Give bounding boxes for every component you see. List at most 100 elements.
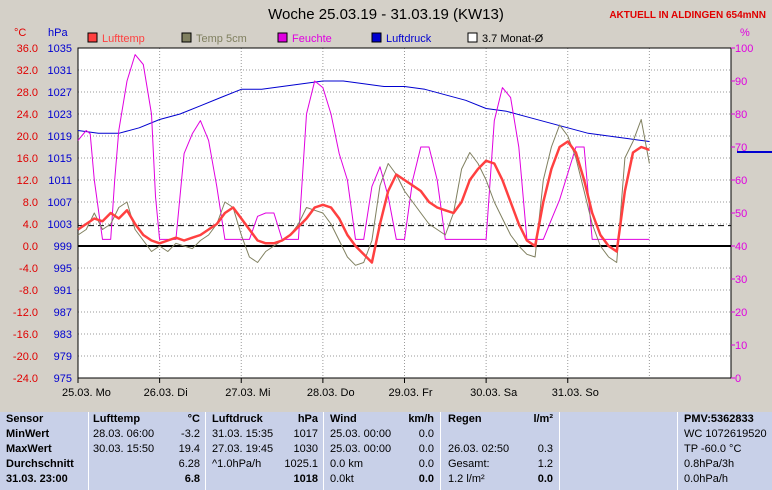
lufttemp-cell: 28.03. 06:00	[93, 428, 155, 440]
stats-row-label: MinWert	[6, 428, 50, 440]
pmv-cell: WC 1072619520	[684, 428, 767, 440]
pressure-unit-label: hPa	[48, 27, 68, 39]
y-tick-label-temp: 16.0	[17, 153, 38, 165]
wind-col: Wind 25.03. 00:00 25.03. 00:00 0.0 km 0.…	[330, 412, 400, 490]
legend-label: 3.7 Monat-Ø	[482, 33, 544, 45]
y-axis-pressure: 1035 1031 1027 1023 1019 1015 1011 1007 1003 999 9…	[48, 43, 72, 385]
lufttemp-col: Lufttemp 28.03. 06:00 30.03. 15:50	[93, 412, 168, 490]
legend-swatch	[371, 32, 382, 43]
y-tick-label-temp: 24.0	[17, 109, 38, 121]
x-tick-label: 25.03. Mo	[62, 387, 111, 399]
y-tick-label-temp: 28.0	[17, 87, 38, 99]
y-tick-label-pressure: 995	[54, 263, 72, 275]
series-luftdruck	[77, 80, 650, 142]
lufttemp-cell	[93, 457, 168, 472]
stats-row-label: MaxWert	[6, 443, 52, 455]
y-tick-label-pressure: 1007	[48, 197, 72, 209]
luftdruck-values: hPa 1017 1030 1025.1 1018	[282, 412, 318, 490]
series-layer	[77, 54, 731, 266]
pmv-cell: 0.0hPa/h	[684, 473, 729, 485]
y-tick-label-humidity: 0	[735, 373, 741, 385]
series-temp-5cm	[77, 119, 650, 266]
luftdruck-value: 1030	[293, 443, 318, 455]
regen-col: Regen 26.03. 02:50 Gesamt: 1.2 l/m²	[448, 412, 528, 490]
y-tick-label-pressure: 991	[54, 285, 72, 297]
regen-value	[520, 427, 553, 442]
humidity-unit-label: %	[740, 27, 750, 39]
y-tick-label-humidity: 30	[735, 274, 747, 286]
y-tick-label-temp: 12.0	[17, 175, 38, 187]
y-tick-label-pressure: 1015	[48, 153, 72, 165]
luftdruck-unit: hPa	[297, 413, 318, 425]
luftdruck-cell: 27.03. 19:45	[212, 443, 274, 455]
x-tick-label: 28.03. Do	[307, 387, 355, 399]
y-tick-label-temp: 20.0	[17, 131, 38, 143]
y-tick-label-temp: 4.0	[23, 219, 38, 231]
y-tick-label-pressure: 999	[54, 241, 72, 253]
y-tick-label-pressure: 975	[54, 373, 72, 385]
stats-row-label: 31.03. 23:00	[6, 473, 68, 485]
x-tick-label: 27.03. Mi	[225, 387, 270, 399]
luftdruck-col: Luftdruck 31.03. 15:35 27.03. 19:45 ^1.0…	[212, 412, 292, 490]
stats-panel: Sensor MinWert MaxWert Durchschnitt 31.0…	[0, 412, 772, 490]
luftdruck-cell: ^1.0hPa/h	[212, 458, 262, 470]
temp-unit-label: °C	[14, 27, 26, 39]
y-tick-label-humidity: 100	[735, 43, 753, 55]
weather-chart: 36.0 32.0 28.0 24.0 20.0 16.0 12.0 8.0 4.0 0.0 -4.…	[12, 27, 772, 399]
location-label: AKTUELL IN ALDINGEN 654mNN	[609, 10, 766, 21]
luftdruck-cell: 31.03. 15:35	[212, 428, 274, 440]
regen-cell: 1.2 l/m²	[448, 473, 485, 485]
x-tick-label: 31.03. So	[552, 387, 599, 399]
y-tick-label-pressure: 1023	[48, 109, 72, 121]
regen-cell: 26.03. 02:50	[448, 443, 510, 455]
regen-value: 0.0	[537, 473, 553, 485]
lufttemp-value: 6.28	[178, 458, 200, 470]
stats-sensor-col: Sensor MinWert MaxWert Durchschnitt 31.0…	[6, 412, 86, 490]
y-tick-label-temp: -8.0	[19, 285, 38, 297]
x-tick-label: 29.03. Fr	[389, 387, 433, 399]
luftdruck-value: 1017	[293, 428, 318, 440]
pmv-cell: 0.8hPa/3h	[684, 458, 735, 470]
y-tick-label-humidity: 50	[735, 208, 747, 220]
y-axis-temperature: 36.0 32.0 28.0 24.0 20.0 16.0 12.0 8.0 4.0 0.0 -4.…	[13, 43, 38, 385]
stats-sensor-title: Sensor	[6, 413, 44, 425]
lufttemp-cell: 30.03. 15:50	[93, 443, 155, 455]
y-tick-label-pressure: 1035	[48, 43, 72, 55]
legend-label: Luftdruck	[386, 33, 432, 45]
y-tick-label-temp: 32.0	[17, 65, 38, 77]
lufttemp-unit: °C	[187, 413, 200, 425]
y-tick-label-humidity: 40	[735, 241, 747, 253]
luftdruck-value: 1025.1	[284, 458, 318, 470]
regen-values: l/m² 0.3 1.2 0.0	[520, 412, 553, 490]
wind-values: km/h 0.0 0.0 0.0 0.0	[400, 412, 434, 490]
pmv-title: PMV:5362833	[684, 413, 754, 425]
lufttemp-value: 19.4	[178, 443, 200, 455]
luftdruck-cell	[212, 472, 292, 487]
lufttemp-value: 6.8	[184, 473, 200, 485]
regen-cell: Gesamt:	[448, 458, 490, 470]
y-tick-label-temp: -12.0	[13, 307, 38, 319]
x-tick-label: 26.03. Di	[144, 387, 188, 399]
y-tick-label-temp: 8.0	[23, 197, 38, 209]
regen-value: 1.2	[537, 458, 553, 470]
stats-row-label: Durchschnitt	[6, 458, 74, 470]
y-tick-label-temp: 0.0	[23, 241, 38, 253]
wind-cell: 0.0 km	[330, 458, 364, 470]
series-feuchte	[77, 54, 650, 240]
y-tick-label-pressure: 1031	[48, 65, 72, 77]
y-tick-label-humidity: 10	[735, 340, 747, 352]
chart-title: Woche 25.03.19 - 31.03.19 (KW13)	[268, 6, 504, 23]
wind-value: 0.0	[418, 443, 434, 455]
y-tick-label-pressure: 983	[54, 329, 72, 341]
x-tick-label: 30.03. Sa	[470, 387, 518, 399]
regen-title: Regen	[448, 413, 482, 425]
legend: Lufttemp Temp 5cm Feuchte Luftdruck 3.7 Mona…	[87, 32, 544, 45]
y-tick-label-pressure: 987	[54, 307, 72, 319]
luftdruck-title: Luftdruck	[212, 413, 263, 425]
y-tick-label-humidity: 60	[735, 175, 747, 187]
y-tick-label-pressure: 1019	[48, 131, 72, 143]
y-tick-label-humidity: 80	[735, 109, 747, 121]
legend-swatch	[87, 32, 98, 43]
y-tick-label-temp: -4.0	[19, 263, 38, 275]
current-pressure-marker	[737, 151, 772, 153]
